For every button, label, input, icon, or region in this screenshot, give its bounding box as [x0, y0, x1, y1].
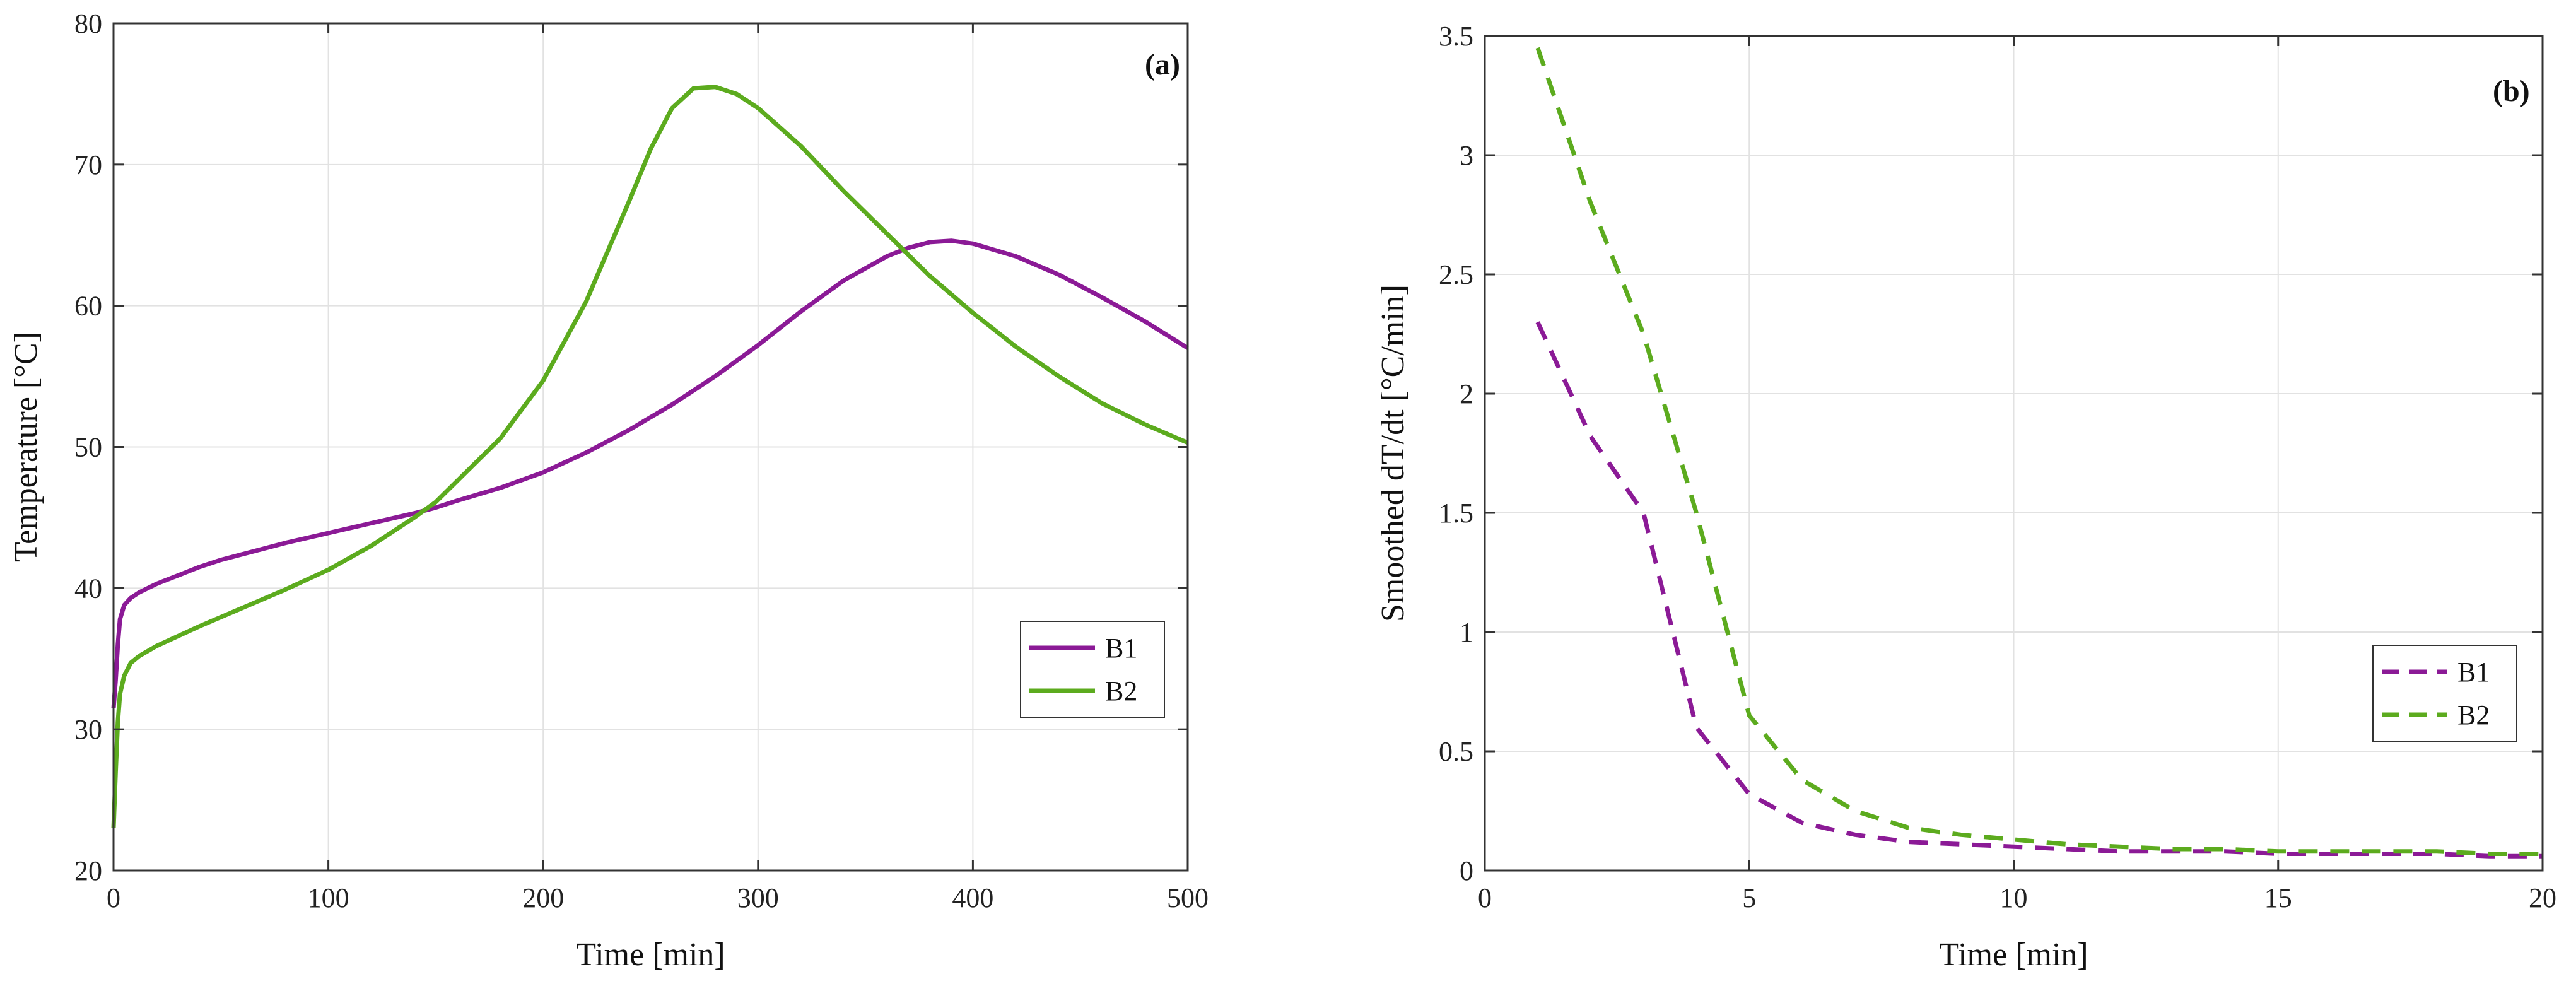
chart-a-y-tick-label: 30 [74, 714, 102, 745]
chart-b-grid [1484, 35, 2543, 871]
chart-b-x-axis-label: Time [min] [1939, 937, 2088, 973]
chart-a-y-tick-label: 70 [74, 150, 102, 180]
chart-b-series-line-b2 [1535, 47, 2543, 856]
chart-b-legend-label-b2: B2 [2457, 700, 2490, 730]
chart-b-legend: B1 B2 [2372, 645, 2517, 742]
chart-b-panel-label: (b) [2493, 74, 2530, 108]
chart-b-ticks: 0 5 10 15 20 0 0.5 1 1.5 2 2.5 3 3.5 [1439, 21, 2556, 913]
chart-b-x-tick-label: 15 [2264, 883, 2292, 913]
chart-a: 0 100 200 300 400 500 20 30 40 50 60 70 80 (a) Time … [8, 8, 1209, 973]
chart-a-legend-label-b2: B2 [1105, 676, 1137, 707]
chart-b-x-tick-label: 10 [2000, 883, 2028, 913]
chart-a-series-line-b2 [111, 85, 1189, 828]
chart-a-x-tick-label: 100 [308, 883, 349, 913]
chart-a-y-tick-label: 40 [74, 573, 102, 604]
chart-b-y-tick-label: 0 [1460, 855, 1473, 886]
chart-a-series-line-b1 [111, 238, 1189, 708]
chart-b-x-tick-label: 5 [1742, 883, 1756, 913]
chart-b-y-tick-label: 1.5 [1439, 498, 1473, 529]
chart-a-panel-label: (a) [1145, 48, 1180, 81]
chart-a-legend-box [1020, 621, 1165, 718]
chart-b-y-tick-label: 1 [1460, 617, 1473, 648]
chart-a-x-tick-label: 400 [952, 883, 993, 913]
chart-b-y-tick-label: 0.5 [1439, 736, 1473, 767]
chart-b-legend-label-b1: B1 [2457, 657, 2490, 688]
chart-a-y-tick-label: 50 [74, 432, 102, 463]
chart-a-legend-label-b1: B1 [1105, 633, 1137, 664]
chart-a-x-axis-label: Time [min] [576, 937, 725, 973]
chart-b-x-tick-label: 20 [2529, 883, 2556, 913]
chart-a-x-tick-label: 500 [1167, 883, 1209, 913]
chart-b-y-tick-label: 3 [1460, 140, 1473, 171]
chart-a-legend: B1 B2 [1020, 621, 1165, 718]
chart-b-series-line-b1 [1535, 321, 2543, 859]
chart-b-x-tick-label: 0 [1478, 883, 1492, 913]
chart-b-legend-box [2372, 645, 2517, 742]
chart-b-series [1535, 47, 2543, 859]
chart-a-y-axis-label: Temperature [°C] [8, 332, 44, 562]
chart-b-y-tick-label: 2 [1460, 378, 1473, 409]
chart-a-x-tick-label: 0 [107, 883, 120, 913]
chart-a-series [111, 85, 1189, 828]
chart-b-y-tick-label: 2.5 [1439, 259, 1473, 290]
chart-a-x-tick-label: 300 [737, 883, 779, 913]
chart-a-y-tick-label: 20 [74, 855, 102, 886]
chart-a-x-tick-label: 200 [522, 883, 564, 913]
chart-a-y-tick-label: 60 [74, 291, 102, 322]
chart-b-y-tick-label: 3.5 [1439, 21, 1473, 52]
chart-a-ticks: 0 100 200 300 400 500 20 30 40 50 60 70 80 [74, 8, 1209, 913]
chart-b-y-axis-label: Smoothed dT/dt [°C/min] [1375, 284, 1411, 622]
chart-a-y-tick-label: 80 [74, 8, 102, 39]
